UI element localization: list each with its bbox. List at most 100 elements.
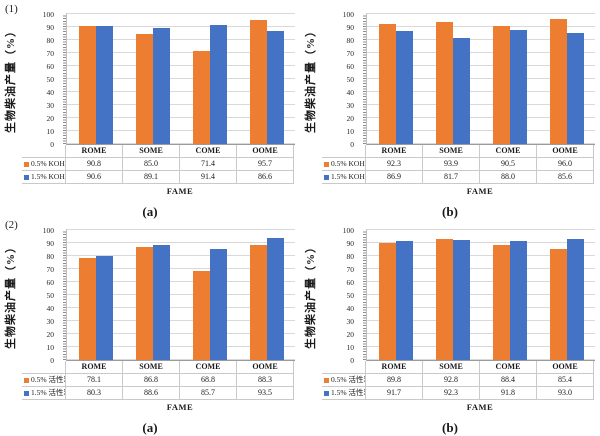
value-cell: 81.7 <box>423 171 480 184</box>
y-tick-label: 30 <box>46 316 55 326</box>
category-header-cell: COME <box>480 361 537 374</box>
bar <box>152 244 170 360</box>
data-table: ROME SOME COME OOME 0.5% KOH 92.3 93.9 90.5 96.0… <box>322 145 594 184</box>
bar-group <box>481 14 538 144</box>
plot-area: 0 10 20 30 40 50 60 70 80 90 100 <box>43 226 295 365</box>
bar <box>95 26 113 144</box>
value-cell: 86.6 <box>237 171 294 184</box>
category-header-cell: SOME <box>423 145 480 158</box>
plot-area: 0 10 20 30 40 50 60 70 80 90 100 <box>43 10 295 149</box>
value-cell: 68.8 <box>180 374 237 387</box>
bar-group <box>238 230 295 360</box>
legend-swatch-icon <box>324 174 329 180</box>
bar <box>566 32 584 144</box>
legend-key-cell: 1.5% 活性炭 <box>22 387 66 400</box>
y-tick-label: 40 <box>46 87 55 97</box>
value-cell: 71.4 <box>180 158 237 171</box>
category-header-cell: SOME <box>123 361 180 374</box>
y-tick-label: 10 <box>46 126 55 136</box>
value-cell: 85.6 <box>537 171 594 184</box>
chart-body: 0 10 20 30 40 50 60 70 80 90 100 ROME SOME COME OOME 0… <box>322 10 595 220</box>
y-tick-label: 20 <box>46 113 55 123</box>
value-cell: 91.8 <box>480 387 537 400</box>
legend-swatch-icon <box>24 377 29 383</box>
bar-group <box>124 230 181 360</box>
plot-area: 0 10 20 30 40 50 60 70 80 90 100 <box>343 10 595 149</box>
value-cell: 86.8 <box>123 374 180 387</box>
bar <box>509 29 527 144</box>
y-tick-label: 80 <box>346 251 355 261</box>
y-tick-label: 100 <box>342 9 354 19</box>
bar <box>435 21 453 144</box>
y-tick-label: 0 <box>50 355 54 365</box>
y-tick-label: 70 <box>346 264 355 274</box>
category-header-cell: ROME <box>366 361 423 374</box>
plot-area: 0 10 20 30 40 50 60 70 80 90 100 <box>343 226 595 365</box>
bar-chart-panel: 生物柴油产量（%） 0 10 20 30 40 50 60 70 80 90 100 ROME SOM… <box>300 0 600 219</box>
value-cell: 95.7 <box>237 158 294 171</box>
legend-key-cell: 0.5% KOH <box>22 158 66 171</box>
bar <box>378 24 396 144</box>
y-axis-title: 生物柴油产量（%） <box>5 25 17 133</box>
value-cell: 91.4 <box>180 171 237 184</box>
y-tick-label: 40 <box>346 303 355 313</box>
y-tick-label: 30 <box>346 316 355 326</box>
x-axis-title: FAME <box>466 402 494 412</box>
bar-group <box>424 230 481 360</box>
chart-caption: (a) <box>142 420 158 435</box>
value-cell: 85.4 <box>537 374 594 387</box>
bar <box>135 247 153 360</box>
legend-label: 1.5% 活性炭 <box>31 388 65 397</box>
y-tick-label: 80 <box>46 251 55 261</box>
legend-label: 1.5% KOH <box>31 172 65 181</box>
bar <box>249 245 267 360</box>
bar <box>566 239 584 360</box>
bar-group <box>367 14 424 144</box>
y-tick-label: 40 <box>46 303 55 313</box>
category-header-cell: ROME <box>66 145 123 158</box>
panel-number-label: (1) <box>5 3 18 15</box>
y-tick-label: 10 <box>346 126 355 136</box>
value-cell: 90.6 <box>66 171 123 184</box>
legend-label: 0.5% KOH <box>31 159 65 168</box>
legend-label: 1.5% KOH <box>331 172 365 181</box>
table-corner-cell <box>322 361 366 374</box>
value-cell: 78.1 <box>66 374 123 387</box>
y-tick-label: 60 <box>346 61 355 71</box>
y-tick-label: 0 <box>350 139 354 149</box>
bar <box>209 25 227 144</box>
y-axis-title: 生物柴油产量（%） <box>5 241 17 349</box>
bar-group <box>424 14 481 144</box>
category-header-cell: COME <box>180 361 237 374</box>
bar <box>135 33 153 144</box>
legend-swatch-icon <box>24 390 29 396</box>
x-axis-title: FAME <box>166 186 194 196</box>
y-tick-label: 90 <box>346 22 355 32</box>
value-cell: 93.5 <box>237 387 294 400</box>
legend-label: 0.5% 活性炭 <box>31 375 65 384</box>
data-table: ROME SOME COME OOME 0.5% KOH 90.8 85.0 71.4 95.7… <box>22 145 294 184</box>
bar-group <box>67 14 124 144</box>
y-tick-label: 10 <box>46 342 55 352</box>
table-corner-cell <box>322 145 366 158</box>
value-cell: 85.7 <box>180 387 237 400</box>
y-axis-tick-labels: 0 10 20 30 40 50 60 70 80 90 100 <box>23 226 61 365</box>
bar-chart-panel: (2) 生物柴油产量（%） 0 10 20 30 40 50 60 70 80 90 100 ROM… <box>0 216 300 435</box>
y-tick-label: 20 <box>346 329 355 339</box>
bar-group <box>124 14 181 144</box>
y-tick-label: 90 <box>46 238 55 248</box>
y-tick-label: 30 <box>346 100 355 110</box>
bar <box>435 239 453 360</box>
chart-caption: (b) <box>442 420 458 435</box>
bar <box>549 19 567 144</box>
value-cell: 85.0 <box>123 158 180 171</box>
y-tick-label: 30 <box>46 100 55 110</box>
value-cell: 86.9 <box>366 171 423 184</box>
value-cell: 90.8 <box>66 158 123 171</box>
y-tick-label: 0 <box>350 355 354 365</box>
y-tick-label: 50 <box>46 290 55 300</box>
y-axis-tick-labels: 0 10 20 30 40 50 60 70 80 90 100 <box>23 10 61 149</box>
bar <box>452 240 470 360</box>
y-axis-tickmarks <box>363 230 366 360</box>
